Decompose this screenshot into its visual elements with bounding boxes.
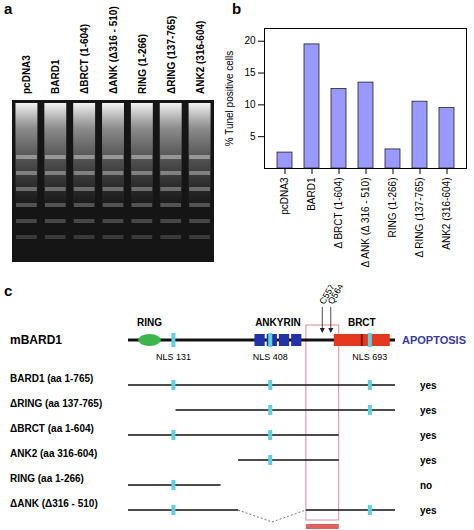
svg-text:5: 5: [250, 131, 256, 142]
svg-text:ΔBRCT (aa 1-604): ΔBRCT (aa 1-604): [10, 423, 94, 434]
svg-text:yes: yes: [420, 380, 437, 391]
svg-text:yes: yes: [420, 455, 437, 466]
svg-text:ANK2 (316-604): ANK2 (316-604): [195, 21, 206, 94]
svg-text:yes: yes: [420, 430, 437, 441]
svg-text:Δ ANK (Δ 316 - 510): Δ ANK (Δ 316 - 510): [360, 178, 371, 268]
svg-text:ΔRING (aa 137-765): ΔRING (aa 137-765): [10, 398, 102, 409]
svg-text:ΔANK (Δ316 - 510): ΔANK (Δ316 - 510): [10, 498, 98, 509]
svg-text:Q564H: Q564H: [326, 285, 349, 306]
svg-text:Δ BRCT (1-604): Δ BRCT (1-604): [333, 178, 344, 249]
svg-text:no: no: [420, 480, 432, 491]
svg-text:RING (1-266): RING (1-266): [387, 178, 398, 238]
html-text:c: c: [4, 282, 13, 299]
html-text:b: b: [232, 0, 242, 17]
svg-text:20: 20: [244, 35, 256, 46]
svg-text:RING: RING: [137, 317, 162, 328]
svg-text:mBARD1: mBARD1: [10, 333, 62, 347]
svg-text:ΔBRCT (1-604): ΔBRCT (1-604): [79, 24, 90, 94]
svg-text:yes: yes: [420, 505, 437, 516]
svg-text:NLS 408: NLS 408: [253, 352, 288, 362]
svg-text:APOPTOSIS: APOPTOSIS: [402, 334, 466, 346]
svg-text:% Tunel positive cells: % Tunel positive cells: [224, 51, 235, 147]
svg-text:Δ RING (137-765): Δ RING (137-765): [414, 178, 425, 258]
svg-text:yes: yes: [420, 405, 437, 416]
svg-text:pcDNA3: pcDNA3: [279, 177, 290, 215]
html-text:a: a: [4, 0, 13, 17]
svg-text:NLS 693: NLS 693: [352, 352, 387, 362]
svg-text:BARD1 (aa 1-765): BARD1 (aa 1-765): [10, 373, 93, 384]
svg-text:RING (1-266): RING (1-266): [137, 34, 148, 94]
svg-text:ΔRING (137-765): ΔRING (137-765): [166, 16, 177, 94]
svg-text:pcDNA3: pcDNA3: [21, 55, 32, 94]
svg-text:BRCT: BRCT: [348, 317, 376, 328]
svg-text:ΔANK (Δ316 - 510): ΔANK (Δ316 - 510): [108, 6, 119, 94]
svg-text:ANKYRIN: ANKYRIN: [255, 317, 301, 328]
svg-text:BARD1: BARD1: [50, 59, 61, 94]
svg-text:ANK2 (316-604): ANK2 (316-604): [441, 178, 452, 250]
svg-text:RING (aa 1-266): RING (aa 1-266): [10, 473, 84, 484]
svg-text:BARD1: BARD1: [306, 177, 317, 211]
svg-text:15: 15: [244, 67, 256, 78]
svg-text:ANK2 (aa 316-604): ANK2 (aa 316-604): [10, 448, 97, 459]
svg-text:NLS 131: NLS 131: [156, 352, 191, 362]
svg-text:10: 10: [244, 99, 256, 110]
